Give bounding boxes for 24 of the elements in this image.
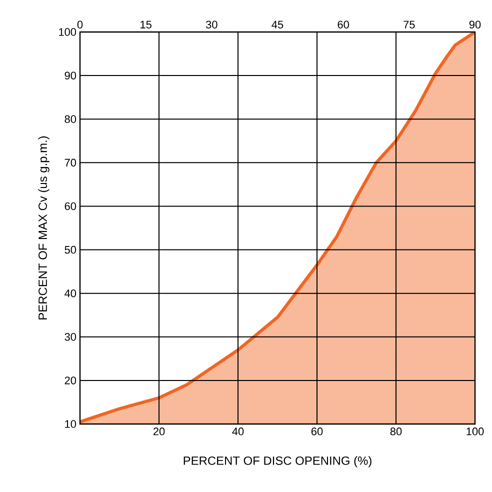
y-tick-label: 70 — [64, 158, 76, 167]
y-tick-label: 40 — [64, 289, 76, 298]
x2-tick-label: 90 — [469, 20, 481, 28]
y-tick-label: 60 — [64, 202, 76, 210]
y-tick-label: 80 — [64, 115, 76, 123]
x-tick-label: 100 — [466, 428, 484, 436]
x2-tick-label: 45 — [272, 20, 284, 28]
x2-tick-label: 0 — [77, 20, 83, 28]
y-tick-label: 20 — [64, 376, 76, 384]
x-tick-label: 80 — [390, 428, 402, 436]
x2-tick-label: 75 — [404, 20, 415, 28]
x-tick-label: 40 — [232, 428, 244, 436]
x-tick-label: 60 — [311, 428, 323, 436]
y-tick-label: 100 — [59, 28, 76, 36]
x2-tick-label: 60 — [338, 20, 349, 28]
x-tick-label: 20 — [153, 428, 165, 436]
y-axis-title: PERCENT OF MAX Cv (us g.p.m.) — [38, 136, 50, 320]
y-tick-label: 90 — [64, 72, 76, 80]
x-axis-title: PERCENT OF DISC OPENING (%) — [184, 456, 372, 468]
x2-tick-label: 15 — [140, 20, 152, 28]
y-tick-label: 10 — [65, 420, 76, 428]
y-tick-label: 30 — [64, 333, 76, 341]
x2-tick-label: 30 — [206, 20, 218, 28]
y-tick-label: 50 — [64, 246, 76, 254]
